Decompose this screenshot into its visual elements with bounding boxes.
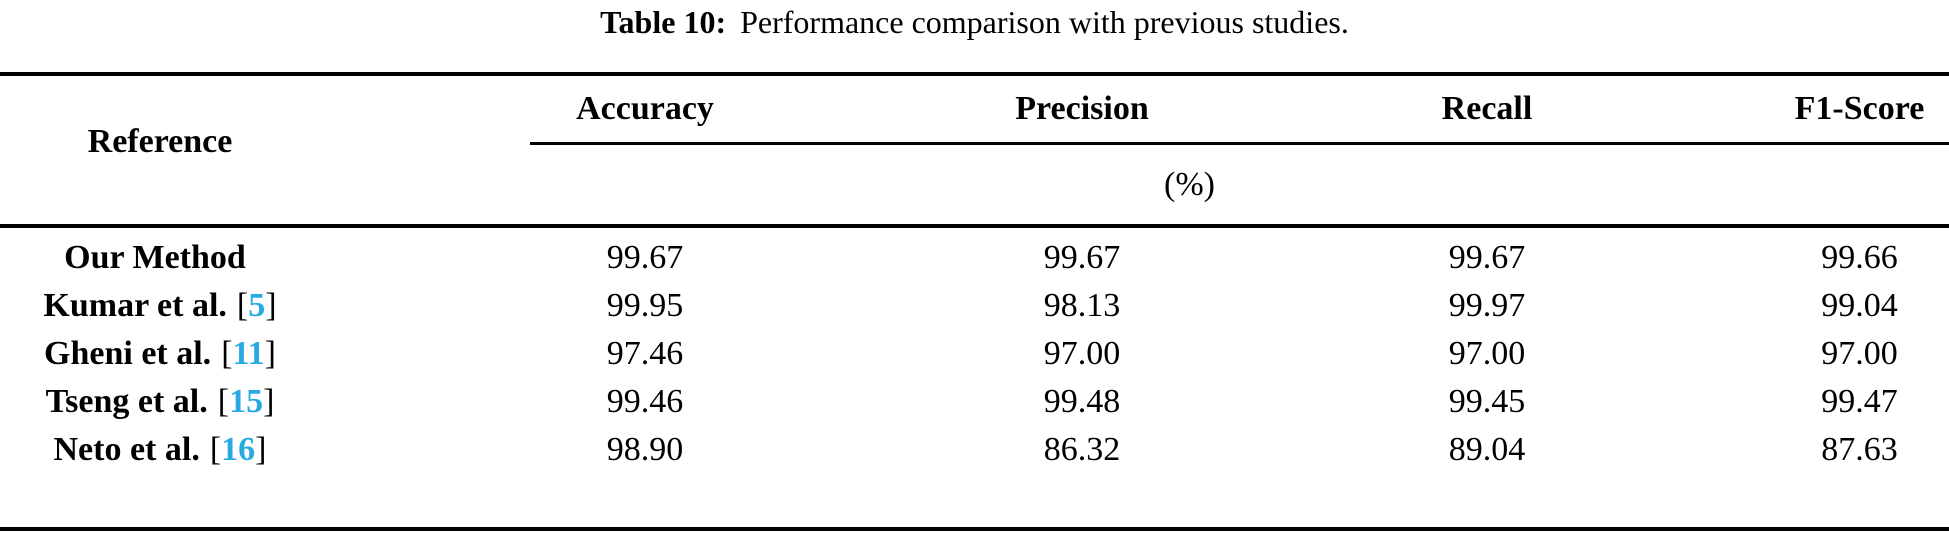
citation-close-bracket: ] [263,383,275,420]
table-row: Tseng et al. [15] 99.46 99.48 99.45 99.47 [0,378,1949,426]
reference-label: Gheni et al. [44,335,212,372]
reference-cell: Tseng et al. [15] [0,378,430,426]
citation-open-bracket: [ [217,383,230,420]
citation-close-bracket: ] [265,287,277,324]
metric-header-row: Accuracy Precision Recall F1-Score [0,76,1949,142]
f1-score-value: 97.00 [1821,335,1898,372]
precision-value: 99.48 [1043,383,1121,420]
reference-label: Kumar et al. [43,287,227,324]
citation: [16] [210,431,267,469]
accuracy-value: 99.67 [606,239,684,276]
table-top-rule [0,72,1949,76]
reference-cell: Neto et al. [16] [0,426,430,474]
reference-label: Tseng et al. [45,383,208,420]
table-row: Kumar et al. [5] 99.95 98.13 99.97 99.04 [0,282,1949,330]
column-header-f1-score: F1-Score [1794,90,1925,127]
citation: [11] [221,335,276,373]
f1-score-value: 99.04 [1821,287,1898,324]
column-header-accuracy: Accuracy [576,90,714,127]
citation-open-bracket: [ [221,335,233,372]
column-header-precision: Precision [1015,90,1149,127]
unit-percent-label: (%) [1164,165,1215,203]
table-body: Our Method 99.67 99.67 99.67 99.66 Kumar… [0,228,1949,474]
citation-close-bracket: ] [264,335,276,372]
accuracy-value: 98.90 [606,431,684,468]
f1-score-value: 99.66 [1821,239,1898,276]
recall-value: 99.45 [1448,383,1526,420]
recall-value: 99.97 [1448,287,1526,324]
accuracy-value: 97.46 [606,335,684,372]
citation-open-bracket: [ [236,287,249,324]
metric-header-underline-rule [530,142,1949,145]
table-caption-text: Performance comparison with previous stu… [740,4,1349,40]
citation-number-link[interactable]: 5 [248,287,266,324]
reference-cell: Gheni et al. [11] [0,330,430,378]
citation: [15] [218,383,275,421]
accuracy-value: 99.95 [606,287,684,324]
precision-value: 97.00 [1043,335,1121,372]
table-caption-label: Table 10: [600,4,727,40]
citation-number-link[interactable]: 15 [229,383,264,420]
table-row: Our Method 99.67 99.67 99.67 99.66 [0,234,1949,282]
reference-label: Our Method [64,239,246,276]
column-header-reference: Reference [87,123,233,160]
citation-open-bracket: [ [209,431,222,468]
table-row: Neto et al. [16] 98.90 86.32 89.04 87.63 [0,426,1949,474]
accuracy-value: 99.46 [606,383,684,420]
f1-score-value: 99.47 [1821,383,1898,420]
table-mid-rule [0,224,1949,228]
f1-score-value: 87.63 [1821,431,1898,468]
table-caption: Table 10: Performance comparison with pre… [0,2,1949,46]
precision-value: 86.32 [1043,431,1121,468]
citation: [5] [237,287,277,325]
precision-value: 98.13 [1043,287,1121,324]
recall-value: 99.67 [1448,239,1526,276]
reference-cell: Our Method [0,234,430,282]
reference-label: Neto et al. [53,431,200,468]
precision-value: 99.67 [1043,239,1121,276]
table-bottom-rule [0,527,1949,531]
recall-value: 89.04 [1448,431,1526,468]
recall-value: 97.00 [1448,335,1526,372]
column-header-recall: Recall [1441,90,1533,127]
header-spacer [0,76,430,142]
reference-cell: Kumar et al. [5] [0,282,430,330]
table-row: Gheni et al. [11] 97.46 97.00 97.00 97.00 [0,330,1949,378]
citation-number-link[interactable]: 11 [232,335,265,372]
citation-close-bracket: ] [255,431,267,468]
citation-number-link[interactable]: 16 [221,431,256,468]
